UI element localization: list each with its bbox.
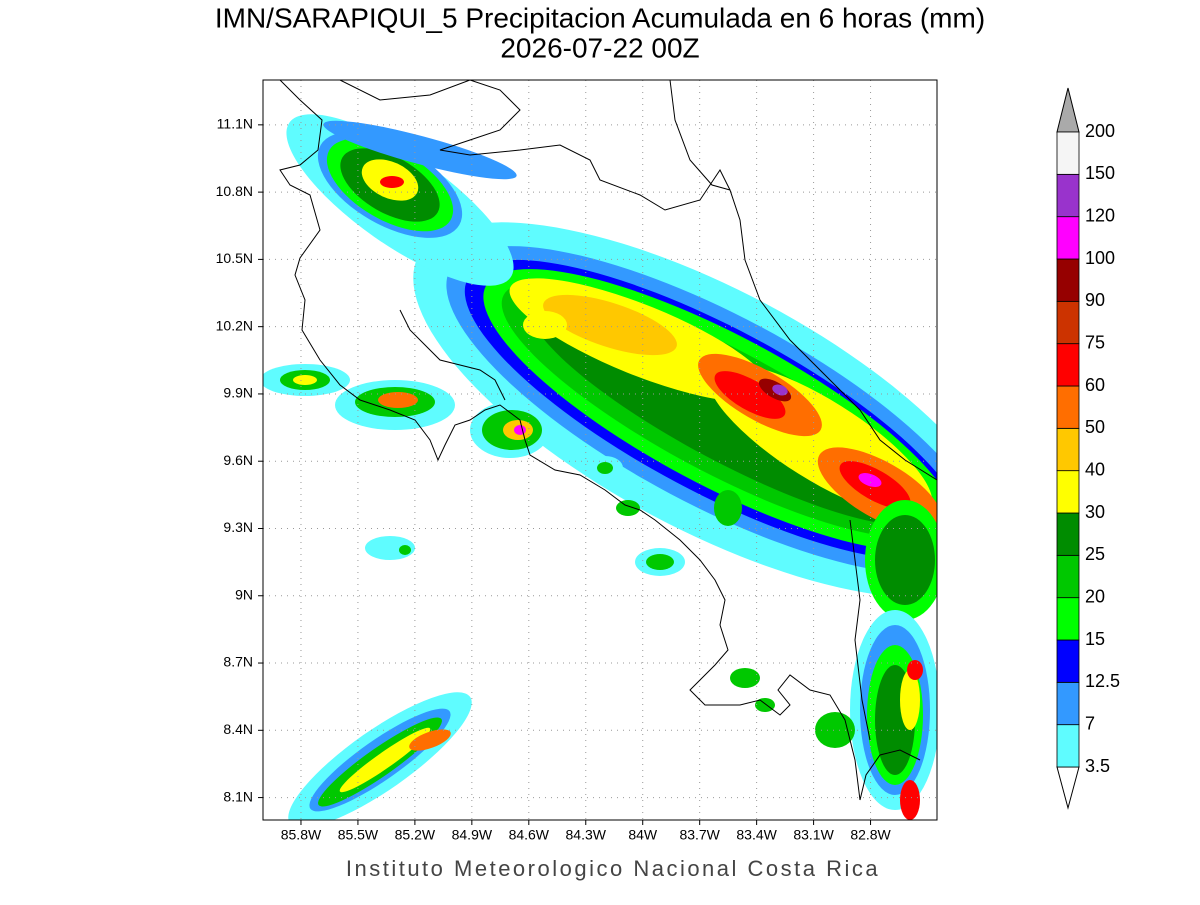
colorbar-box (1056, 385, 1080, 429)
precip-area (772, 384, 788, 396)
colorbar-label: 20 (1085, 586, 1105, 606)
x-tick-label: 82.8W (850, 827, 891, 843)
border-north (669, 80, 731, 191)
precip-area (514, 425, 526, 435)
precip-area (339, 727, 431, 793)
y-tick-label: 8.4N (223, 721, 253, 737)
colorbar-box (1056, 300, 1080, 345)
x-tick-label: 83.4W (736, 827, 777, 843)
precip-area (755, 698, 775, 712)
precip-area (900, 780, 920, 820)
colorbar-label: 25 (1085, 544, 1105, 564)
footer: Instituto Meteorologico Nacional Costa R… (346, 856, 880, 881)
x-tick-label: 85.2W (395, 827, 436, 843)
y-tick-label: 11.1N (217, 116, 253, 132)
colorbar-over (1056, 87, 1080, 133)
colorbar-label: 90 (1085, 290, 1105, 310)
colorbar-box (1056, 724, 1080, 768)
colorbar-box (1056, 639, 1080, 683)
chart-title: IMN/SARAPIQUI_5 Precipitacion Acumulada … (215, 2, 985, 33)
map-frame (262, 79, 938, 821)
colorbar-box (1056, 427, 1080, 472)
precip-area (714, 371, 786, 419)
colorbar-box (1056, 470, 1080, 514)
coastline (279, 80, 937, 801)
y-tick-label: 8.1N (223, 788, 253, 804)
colorbar-label: 200 (1085, 121, 1115, 141)
y-tick-label: 10.8N (216, 183, 253, 199)
colorbar-label: 120 (1085, 205, 1115, 225)
x-tick-label: 83.1W (793, 827, 834, 843)
colorbar-label: 7 (1085, 713, 1095, 733)
colorbar-label: 40 (1085, 459, 1105, 479)
y-tick-label: 8.7N (223, 654, 253, 670)
precip-area (646, 554, 674, 570)
colorbar-label: 60 (1085, 375, 1105, 395)
y-tick-label: 9.3N (223, 519, 253, 535)
colorbar-label: 3.5 (1085, 756, 1110, 776)
colorbar-box (1056, 554, 1080, 599)
precip-area (875, 515, 935, 605)
colorbar-box (1056, 512, 1080, 556)
precip-area (714, 490, 742, 526)
precip-area (409, 729, 451, 751)
colorbar-box (1056, 216, 1080, 260)
precip-area (900, 670, 920, 730)
precipitation-field (263, 114, 937, 820)
colorbar-label: 100 (1085, 248, 1115, 268)
border-south (849, 519, 871, 741)
colorbar-box (1056, 597, 1080, 641)
y-tick-label: 9.6N (223, 452, 253, 468)
x-tick-label: 83.7W (679, 827, 720, 843)
coast-pacific (279, 80, 921, 801)
y-tick-label: 10.5N (216, 250, 253, 266)
y-tick-label: 9N (235, 586, 253, 602)
x-tick-label: 84.9W (452, 827, 493, 843)
colorbar-box (1056, 343, 1080, 387)
precip-area (523, 311, 567, 339)
colorbar-label: 150 (1085, 163, 1115, 183)
colorbar-label: 15 (1085, 629, 1105, 649)
precip-area (399, 545, 411, 555)
x-tick-label: 85.5W (338, 827, 379, 843)
precip-area (616, 500, 640, 516)
x-tick-label: 84W (628, 827, 658, 843)
precip-area (293, 375, 317, 385)
colorbar-box (1056, 131, 1080, 175)
colorbar-box (1056, 173, 1080, 218)
coast-caribbean (339, 80, 937, 481)
precip-area (323, 120, 517, 180)
colorbar-label: 50 (1085, 417, 1105, 437)
x-tick-label: 84.6W (509, 827, 550, 843)
colorbar-label: 75 (1085, 332, 1105, 352)
chart-subtitle: 2026-07-22 00Z (500, 32, 699, 63)
precip-area (597, 462, 613, 474)
colorbar-box (1056, 258, 1080, 302)
precip-area (858, 473, 882, 487)
x-tick-label: 85.8W (281, 827, 322, 843)
colorbar-box (1056, 681, 1080, 726)
precip-area (378, 392, 418, 408)
grid: 85.8W 85.5W 85.2W 84.9W 84.6W 84.3W 84W 83.7W 83… (216, 80, 937, 843)
precip-area (907, 660, 923, 680)
colorbar-under (1056, 766, 1080, 810)
precip-area (380, 176, 404, 188)
colorbar: 3.5 7 12.5 15 20 25 30 40 50 60 75 90 100 120 150 200 (1056, 87, 1120, 810)
colorbar-label: 12.5 (1085, 671, 1120, 691)
precip-area (543, 294, 677, 356)
colorbar-label: 30 (1085, 502, 1105, 522)
y-tick-label: 9.9N (223, 385, 253, 401)
precip-area (730, 668, 760, 688)
x-tick-label: 84.3W (566, 827, 607, 843)
y-tick-label: 10.2N (216, 317, 253, 333)
coast-nicoya (399, 309, 506, 401)
